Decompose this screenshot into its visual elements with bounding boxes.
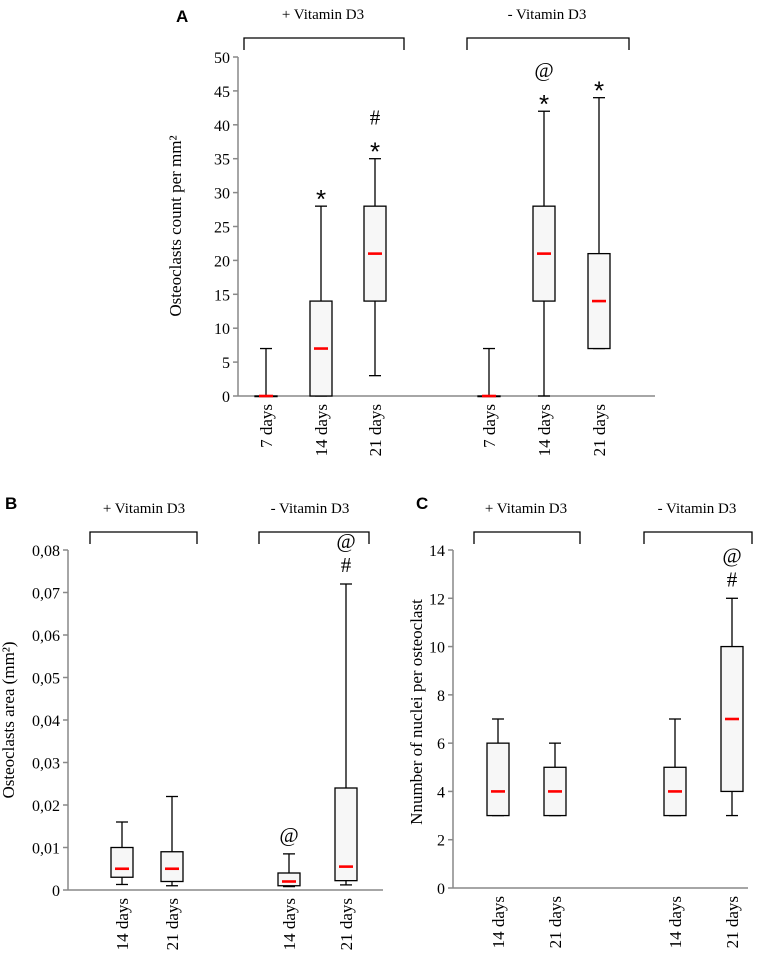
panel-a-letter: A bbox=[176, 7, 188, 26]
y-tick-label: 0,04 bbox=[32, 713, 60, 730]
y-tick-label: 0,03 bbox=[32, 756, 60, 773]
panel-a-group-label-minus: - Vitamin D3 bbox=[508, 7, 587, 23]
y-tick-label: 0,05 bbox=[32, 671, 60, 688]
y-tick-label: 0,07 bbox=[32, 586, 60, 603]
box-plot bbox=[334, 583, 358, 886]
y-tick-label: 0 bbox=[222, 389, 230, 406]
x-tick-label: 7 days bbox=[257, 404, 276, 448]
box bbox=[110, 846, 134, 878]
box-plot bbox=[486, 718, 510, 817]
x-tick-label: 14 days bbox=[113, 898, 132, 950]
panel-b-group-label-minus: - Vitamin D3 bbox=[271, 501, 350, 517]
y-tick-label: 8 bbox=[437, 688, 445, 705]
significance-hash: # bbox=[727, 567, 738, 591]
y-tick-label: 0 bbox=[437, 881, 445, 898]
significance-at: @ bbox=[279, 823, 298, 847]
x-tick-label: 21 days bbox=[337, 898, 356, 950]
significance-star: * bbox=[370, 137, 380, 167]
y-tick-label: 0,02 bbox=[32, 798, 60, 815]
significance-star: * bbox=[316, 184, 326, 214]
y-tick-label: 20 bbox=[214, 253, 230, 270]
box-plot bbox=[720, 597, 744, 817]
significance-hash: # bbox=[341, 553, 352, 577]
box bbox=[277, 872, 301, 887]
panel-a: A Osteoclasts count per mm² 0 5 10 15 20 25 30… bbox=[166, 7, 655, 456]
panel-c: C Nnumber of nuclei per osteoclast 0 2 4 6 8… bbox=[407, 494, 753, 948]
x-tick-label: 14 days bbox=[666, 896, 685, 948]
group-bracket-minus bbox=[466, 37, 630, 50]
box-plot bbox=[363, 158, 387, 377]
x-tick-label: 14 days bbox=[489, 896, 508, 948]
box-plot bbox=[277, 853, 301, 888]
box bbox=[486, 742, 510, 817]
panel-a-ylabel: Osteoclasts count per mm² bbox=[166, 135, 185, 316]
y-tick-label: 4 bbox=[437, 784, 445, 801]
box bbox=[334, 787, 358, 882]
panel-c-letter: C bbox=[416, 494, 428, 513]
y-tick-label: 45 bbox=[214, 84, 230, 101]
box-plot bbox=[663, 718, 687, 817]
panel-a-group-label-plus: + Vitamin D3 bbox=[282, 7, 364, 23]
y-tick-label: 10 bbox=[214, 321, 230, 338]
group-bracket-plus bbox=[473, 531, 581, 544]
box-plot bbox=[309, 205, 333, 397]
x-tick-label: 21 days bbox=[723, 896, 742, 948]
x-tick-label: 14 days bbox=[312, 404, 331, 456]
significance-at: @ bbox=[336, 529, 355, 553]
y-tick-label: 30 bbox=[214, 186, 230, 203]
significance-hash: # bbox=[370, 106, 381, 130]
y-tick-label: 6 bbox=[437, 736, 445, 753]
y-tick-label: 14 bbox=[429, 543, 445, 560]
x-tick-label: 21 days bbox=[590, 404, 609, 456]
group-bracket-plus bbox=[243, 37, 405, 50]
significance-star: * bbox=[539, 89, 549, 119]
group-bracket-minus bbox=[643, 531, 753, 544]
x-tick-label: 14 days bbox=[280, 898, 299, 950]
panel-b: B Osteoclasts area (mm²) 0 0,01 0,02 0,03 0,… bbox=[0, 494, 383, 950]
significance-at: @ bbox=[722, 543, 741, 567]
x-tick-label: 21 days bbox=[366, 404, 385, 456]
box-plot bbox=[543, 742, 567, 817]
x-tick-label: 7 days bbox=[480, 404, 499, 448]
x-tick-label: 14 days bbox=[535, 404, 554, 456]
y-tick-label: 50 bbox=[214, 50, 230, 67]
y-tick-label: 2 bbox=[437, 833, 445, 850]
panel-c-ylabel: Nnumber of nuclei per osteoclast bbox=[407, 599, 426, 825]
panel-c-group-label-minus: - Vitamin D3 bbox=[658, 501, 737, 517]
group-bracket-minus bbox=[258, 531, 370, 544]
y-tick-label: 0 bbox=[52, 883, 60, 900]
y-tick-label: 0,06 bbox=[32, 628, 60, 645]
y-tick-label: 35 bbox=[214, 152, 230, 169]
box bbox=[160, 851, 184, 883]
y-tick-label: 40 bbox=[214, 118, 230, 135]
x-tick-label: 21 days bbox=[163, 898, 182, 950]
panel-b-group-label-plus: + Vitamin D3 bbox=[103, 501, 185, 517]
box-plot bbox=[532, 110, 556, 397]
significance-at: @ bbox=[534, 58, 553, 82]
box-plot bbox=[160, 795, 184, 887]
significance-star: * bbox=[594, 76, 604, 106]
y-tick-label: 0,08 bbox=[32, 543, 60, 560]
panel-b-ylabel: Osteoclasts area (mm²) bbox=[0, 641, 18, 798]
y-tick-label: 5 bbox=[222, 355, 230, 372]
box-plot bbox=[110, 821, 134, 886]
y-tick-label: 0,01 bbox=[32, 841, 60, 858]
panel-b-letter: B bbox=[5, 494, 17, 513]
y-tick-label: 25 bbox=[214, 220, 230, 237]
y-tick-label: 10 bbox=[429, 640, 445, 657]
y-tick-label: 15 bbox=[214, 287, 230, 304]
x-tick-label: 21 days bbox=[546, 896, 565, 948]
box-plot bbox=[477, 347, 501, 398]
box-plot bbox=[587, 97, 611, 350]
y-tick-label: 12 bbox=[429, 591, 445, 608]
panel-c-group-label-plus: + Vitamin D3 bbox=[485, 501, 567, 517]
group-bracket-plus bbox=[89, 531, 198, 544]
box-plot bbox=[254, 347, 278, 398]
